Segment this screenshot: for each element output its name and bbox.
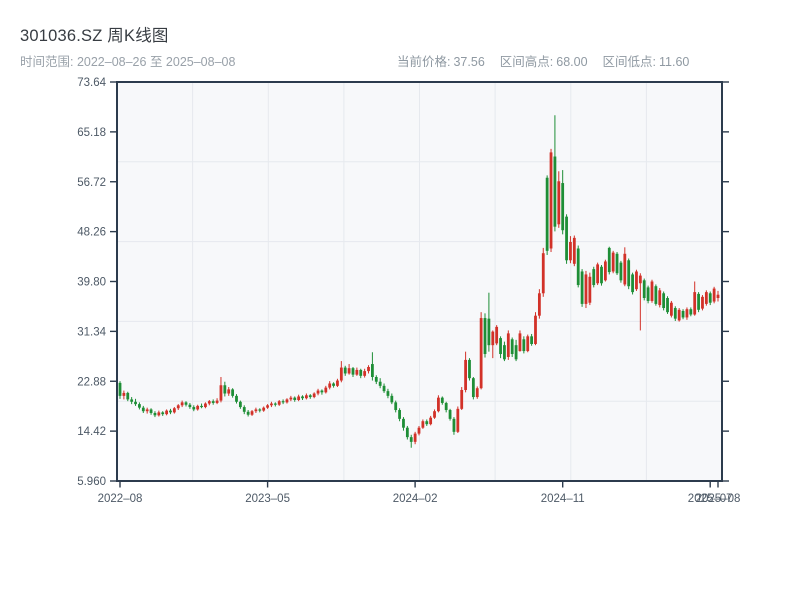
y-tick-label: 65.18 <box>77 127 106 139</box>
y-tick-label: 48.26 <box>77 227 106 239</box>
x-tick-label: 2024–11 <box>541 493 585 505</box>
x-tick-label: 2025–08 <box>696 493 741 505</box>
y-axis: 73.64 65.18 56.72 48.26 39.80 31.34 22.88 14.42… <box>77 77 729 488</box>
stat-range-low: 区间低点: 11.60 <box>603 51 690 70</box>
y-tick-label: 39.80 <box>77 277 106 289</box>
x-tick-label: 2024–02 <box>393 493 438 505</box>
stat-value: 11.60 <box>659 55 690 69</box>
x-tick-label: 2023–05 <box>245 493 290 505</box>
x-axis: 2022–08 2023–05 2024–02 2024–11 2025–072025–… <box>98 481 741 505</box>
stat-value: 37.56 <box>453 55 485 69</box>
price-stats: 当前价格: 37.56 区间高点: 68.00 区间低点: 11.60 <box>397 51 689 70</box>
y-tick-label: 56.72 <box>77 177 106 189</box>
y-tick-label: 5.960 <box>77 476 106 488</box>
y-tick-label: 31.34 <box>77 326 106 338</box>
stat-current-price: 当前价格: 37.56 <box>397 51 485 70</box>
stat-value: 68.00 <box>556 55 588 69</box>
y-tick-label: 14.42 <box>77 426 106 438</box>
stat-range-high: 区间高点: 68.00 <box>500 51 588 70</box>
stat-label: 区间高点: <box>499 55 554 69</box>
stat-label: 当前价格: <box>397 55 451 69</box>
y-tick-label: 73.64 <box>77 77 106 89</box>
x-tick-label: 2025–07 <box>688 493 733 505</box>
time-range-label: 时间范围: 2022–08–26 至 2025–08–08 <box>20 55 236 69</box>
y-tick-label: 22.88 <box>77 376 106 388</box>
stat-label: 区间低点: <box>602 55 657 69</box>
x-tick-label: 2022–08 <box>98 493 143 505</box>
candles <box>118 115 720 448</box>
chart-title: 301036.SZ 周K线图 <box>20 27 169 45</box>
